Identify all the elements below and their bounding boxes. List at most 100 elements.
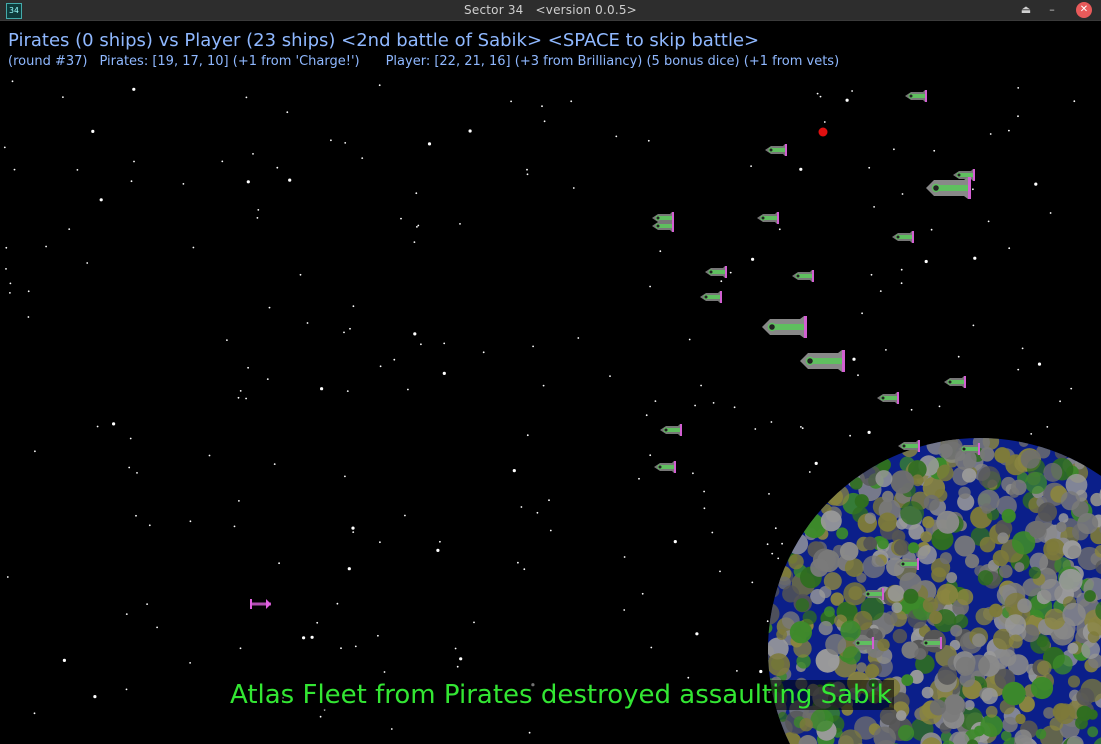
star [900, 268, 903, 271]
star [688, 338, 691, 341]
terrain-patch [929, 610, 943, 625]
terrain-patch [965, 554, 980, 569]
terrain-patch [836, 527, 849, 540]
terrain-patch [776, 629, 787, 640]
terrain-patch [1037, 502, 1058, 522]
star [659, 250, 662, 253]
star [751, 581, 754, 584]
star [577, 337, 580, 339]
terrain-patch [843, 582, 867, 606]
star [987, 220, 990, 223]
star [852, 357, 856, 361]
star [310, 635, 314, 639]
player-ship [920, 637, 942, 649]
player-cruiser [762, 316, 807, 338]
star [777, 557, 780, 560]
star [816, 92, 819, 95]
terrain-patch [1035, 728, 1047, 740]
star [112, 422, 116, 426]
star [288, 178, 292, 182]
player-ship [898, 440, 920, 452]
close-button[interactable]: ✕ [1076, 2, 1092, 18]
star [703, 507, 706, 510]
terrain-patch [1084, 590, 1096, 602]
star [933, 149, 936, 152]
terrain-patch [883, 611, 898, 625]
terrain-patch [893, 539, 910, 556]
star [771, 552, 774, 555]
shade-button[interactable]: ⏏ [1018, 2, 1034, 18]
player-ship [652, 212, 674, 224]
minimize-button[interactable]: – [1044, 2, 1060, 18]
terrain-patch [1058, 513, 1069, 524]
star [770, 421, 773, 423]
star [442, 371, 446, 375]
terrain-patch [1087, 631, 1100, 643]
star [34, 450, 36, 453]
player-ship [944, 376, 966, 388]
terrain-patch [1067, 545, 1081, 559]
star [276, 166, 279, 169]
terrain-patch [985, 705, 998, 718]
terrain-patch [929, 699, 947, 716]
star [570, 100, 573, 103]
star [468, 129, 472, 133]
terrain-patch [909, 669, 924, 684]
star [246, 180, 250, 184]
terrain-patch [992, 550, 1009, 567]
pirates-stats: Pirates: [19, 17, 10] (+1 from 'Charge!'… [99, 54, 360, 69]
star [1049, 212, 1052, 214]
star [189, 520, 192, 523]
star [845, 98, 849, 102]
player-ship [892, 231, 914, 243]
terrain-patch [793, 639, 812, 658]
terrain-patch [981, 503, 993, 514]
terrain-patch [1052, 654, 1073, 675]
terrain-patch [1090, 527, 1101, 545]
star [404, 514, 406, 517]
terrain-patch [768, 653, 790, 676]
star [306, 322, 309, 324]
star [343, 331, 345, 334]
star [390, 728, 393, 730]
player-ship [705, 266, 727, 278]
star [346, 390, 349, 392]
star [237, 396, 240, 399]
terrain-patch [1067, 675, 1081, 688]
star [729, 271, 732, 274]
star [623, 609, 626, 611]
terrain-patch [936, 583, 959, 605]
fleet [250, 90, 980, 649]
star [407, 388, 409, 391]
star [910, 408, 913, 411]
terrain-patch [908, 542, 919, 554]
star [766, 543, 769, 546]
star [192, 246, 195, 249]
terrain-patch [938, 443, 953, 459]
player-ship [862, 588, 884, 600]
star [957, 355, 960, 358]
battle-stats: (round #37) Pirates: [19, 17, 10] (+1 fro… [8, 54, 839, 69]
star [459, 223, 461, 225]
terrain-patch [922, 597, 939, 613]
star [1017, 115, 1019, 118]
eject-icon: ⏏ [1020, 3, 1032, 16]
player-ship [660, 424, 682, 436]
star [712, 402, 715, 404]
player-ship [953, 169, 975, 181]
star [814, 461, 818, 465]
terrain-patch [1030, 676, 1054, 700]
star [901, 193, 904, 195]
star [526, 173, 529, 176]
event-message: Atlas Fleet from Pirates destroyed assau… [228, 680, 894, 710]
star [972, 188, 974, 191]
terrain-patch [1028, 520, 1047, 539]
player-cruiser [926, 177, 971, 199]
laser-shot [818, 127, 828, 137]
terrain-patch [1056, 521, 1067, 533]
terrain-patch [997, 532, 1009, 544]
star [711, 531, 714, 534]
star [510, 100, 512, 103]
battle-header: Pirates (0 ships) vs Player (23 ships) <… [8, 30, 760, 51]
star [751, 257, 755, 261]
